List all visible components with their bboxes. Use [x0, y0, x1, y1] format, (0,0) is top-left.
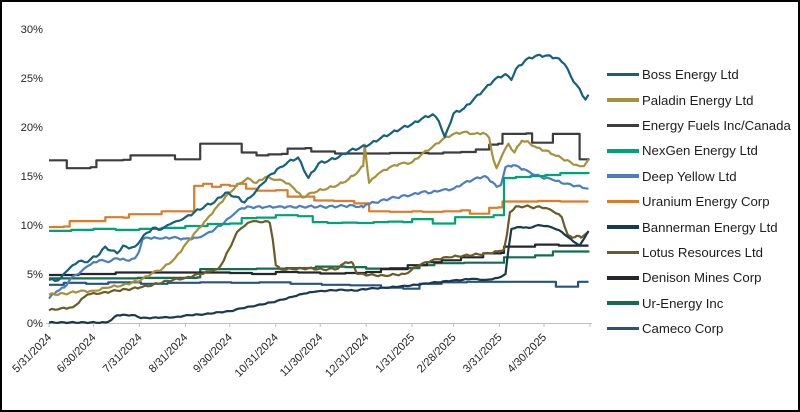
legend-swatch-icon [607, 174, 639, 179]
legend-swatch-icon [607, 98, 639, 102]
y-axis-tick-label: 10% [21, 220, 43, 232]
legend-swatch-icon [607, 149, 639, 153]
legend-item[interactable]: Uranium Energy Corp [607, 189, 797, 214]
legend-label: Paladin Energy Ltd [642, 92, 754, 108]
legend-item[interactable]: Boss Energy Ltd [607, 62, 797, 87]
legend-item[interactable]: NexGen Energy Ltd [607, 138, 797, 163]
y-axis-tick-label: 30% [21, 24, 43, 36]
legend-label: Lotus Resources Ltd [642, 244, 763, 260]
series-line-uranium-energy-corp [49, 182, 589, 229]
legend-item[interactable]: Denison Mines Corp [607, 265, 797, 290]
legend-label: Uranium Energy Corp [642, 194, 770, 210]
legend-item[interactable]: Lotus Resources Ltd [607, 240, 797, 265]
series-line-cameco-corp [49, 280, 589, 290]
legend-item[interactable]: Energy Fuels Inc/Canada [607, 113, 797, 138]
series-line-nexgen-energy-ltd [49, 172, 590, 232]
legend-label: Energy Fuels Inc/Canada [642, 117, 791, 133]
x-axis-date-label: 1/31/2025 [374, 332, 418, 376]
legend-swatch-icon [607, 301, 639, 305]
legend-swatch-icon [607, 225, 639, 229]
series-line-bannerman-energy-ltd [48, 223, 590, 325]
legend-swatch-icon [607, 276, 639, 280]
legend-swatch-icon [607, 250, 639, 255]
x-axis-date-label: 6/30/2024 [55, 332, 99, 376]
x-axis-date-label: 2/28/2025 [415, 332, 459, 376]
x-axis-date-label: 10/31/2024 [233, 332, 281, 380]
series-line-denison-mines-corp [49, 243, 589, 277]
series-line-lotus-resources-ltd [48, 204, 590, 312]
legend-swatch-icon [607, 199, 639, 204]
legend-label: Boss Energy Ltd [642, 67, 739, 83]
x-axis-date-label: 4/30/2025 [505, 332, 549, 376]
legend-label: NexGen Energy Ltd [642, 143, 758, 159]
x-axis-date-label: 5/31/2024 [10, 332, 54, 376]
series-line-boss-energy-ltd [48, 53, 590, 282]
x-axis-date-label: 8/31/2024 [147, 332, 191, 376]
legend-item[interactable]: Paladin Energy Ltd [607, 87, 797, 112]
legend-label: Denison Mines Corp [642, 270, 762, 286]
legend-label: Deep Yellow Ltd [642, 168, 737, 184]
series-line-energy-fuels-inc-canada [49, 132, 590, 170]
x-axis-date-label: 9/30/2024 [191, 332, 235, 376]
legend-label: Bannerman Energy Ltd [642, 219, 778, 235]
legend-item[interactable]: Deep Yellow Ltd [607, 164, 797, 189]
legend-item[interactable]: Cameco Corp [607, 316, 797, 341]
legend-swatch-icon [607, 326, 639, 331]
legend-item[interactable]: Bannerman Energy Ltd [607, 214, 797, 239]
legend-swatch-icon [607, 123, 639, 128]
legend-label: Cameco Corp [642, 321, 724, 337]
y-axis-tick-label: 25% [21, 73, 43, 85]
y-axis-tick-label: 20% [21, 122, 43, 134]
y-axis-tick-label: 0% [27, 318, 43, 330]
chart-legend: Boss Energy Ltd Paladin Energy Ltd Energy … [607, 62, 797, 341]
series-line-paladin-energy-ltd [48, 130, 590, 296]
y-axis-tick-label: 15% [21, 171, 43, 183]
x-axis-date-label: 7/31/2024 [101, 332, 145, 376]
series-line-ur-energy-inc [49, 250, 590, 280]
x-axis-date-label: 3/31/2025 [461, 332, 505, 376]
x-axis-date-label: 11/30/2024 [278, 332, 325, 379]
legend-item[interactable]: Ur-Energy Inc [607, 291, 797, 316]
legend-label: Ur-Energy Inc [642, 295, 724, 311]
x-axis-date-label: 12/31/2024 [323, 332, 371, 380]
y-axis-tick-label: 5% [27, 269, 43, 281]
legend-swatch-icon [607, 72, 639, 77]
series-line-deep-yellow-ltd [48, 164, 589, 300]
